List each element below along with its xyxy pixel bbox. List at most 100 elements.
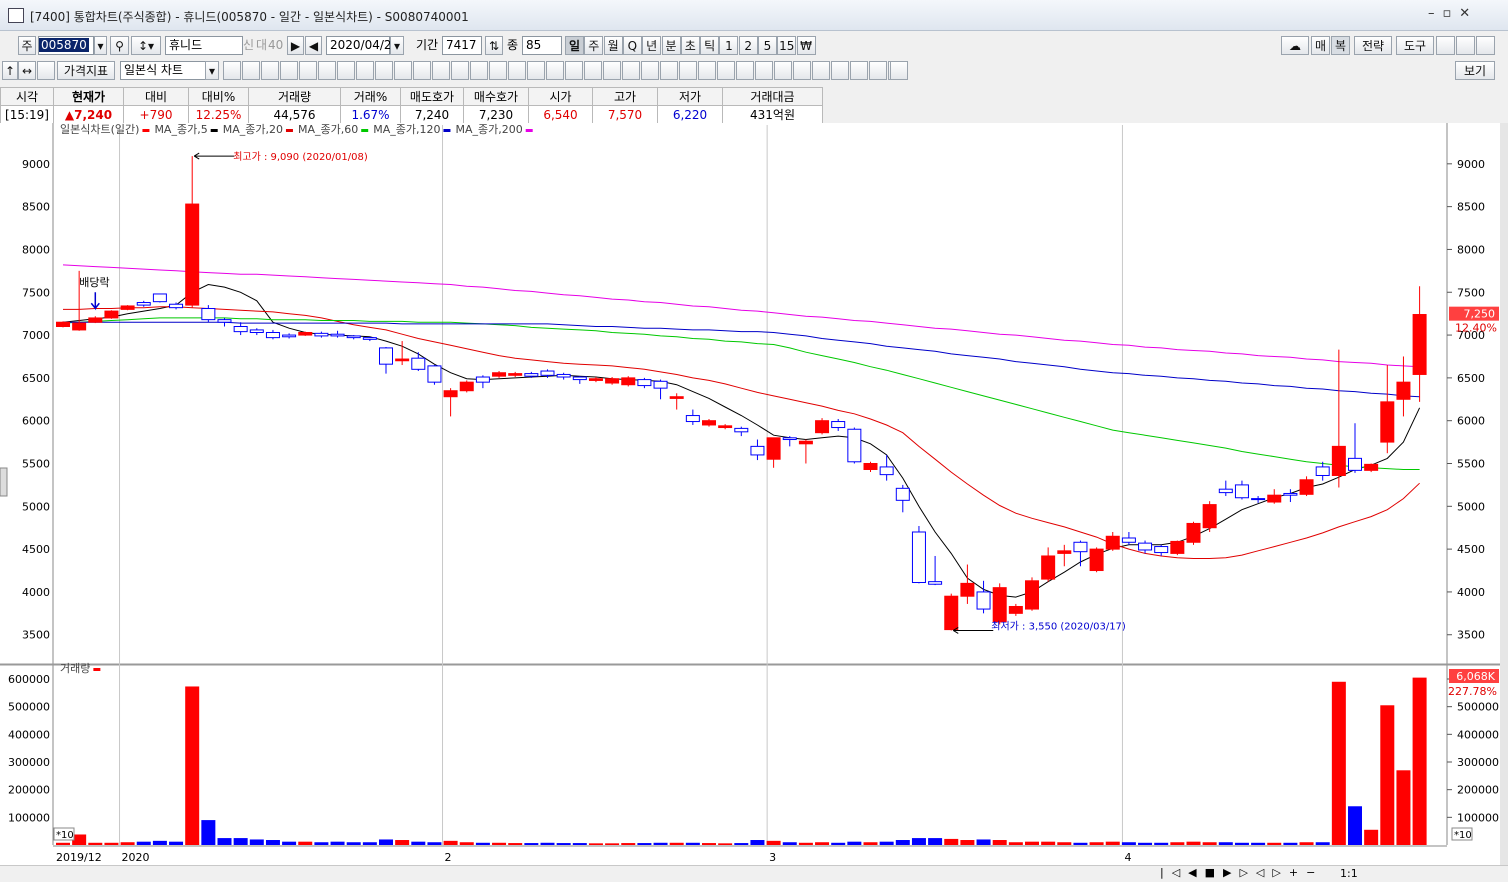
- interval-button[interactable]: 1: [719, 36, 739, 55]
- volume-bar: [1057, 842, 1072, 845]
- tool-button[interactable]: [318, 61, 336, 80]
- unit-box: [1451, 827, 1473, 841]
- candle-body: [1202, 504, 1217, 529]
- tool-button[interactable]: [223, 61, 241, 80]
- tool-button[interactable]: [432, 61, 450, 80]
- market-button[interactable]: 주: [18, 36, 36, 55]
- tool-button[interactable]: [698, 61, 716, 80]
- view-button[interactable]: 보기: [1455, 61, 1495, 80]
- code-input[interactable]: 005870: [39, 38, 89, 52]
- icon-button[interactable]: [1456, 36, 1475, 55]
- icon-button[interactable]: [37, 61, 55, 80]
- toolbar-button[interactable]: 매: [1311, 36, 1330, 55]
- y-tick-label: 5500: [1457, 457, 1485, 470]
- tool-button[interactable]: [831, 61, 849, 80]
- tool-button[interactable]: [451, 61, 469, 80]
- status-bar: 1:1 |◁◀■▶▷◁▷+−: [0, 865, 1508, 882]
- window-controls[interactable]: –▫✕: [1428, 6, 1479, 21]
- tool-button[interactable]: [717, 61, 735, 80]
- tool-button[interactable]: [508, 61, 526, 80]
- date-input[interactable]: 2020/04/28: [326, 36, 399, 55]
- tool-button[interactable]: [736, 61, 754, 80]
- interval-button[interactable]: 틱: [700, 36, 720, 55]
- volume-bar: [976, 839, 991, 845]
- prev-button[interactable]: ◀: [305, 36, 322, 55]
- nav-icons[interactable]: |◁◀■▶▷◁▷+−: [1160, 866, 1324, 879]
- candle-body: [605, 378, 620, 384]
- tool-button[interactable]: [660, 61, 678, 80]
- tool-button[interactable]: [584, 61, 602, 80]
- dropdown[interactable]: ▾: [205, 61, 219, 80]
- candle-body: [621, 377, 636, 386]
- y-tick-label: 5000: [1457, 500, 1485, 513]
- interval-button[interactable]: 15: [777, 36, 797, 55]
- tool-button[interactable]: [565, 61, 583, 80]
- tool-button[interactable]: [850, 61, 868, 80]
- interval-button[interactable]: 월: [603, 36, 623, 55]
- y-tick-label: 400000: [1457, 728, 1499, 741]
- tool-button[interactable]: [527, 61, 545, 80]
- interval-button[interactable]: 주: [584, 36, 604, 55]
- interval-button[interactable]: 년: [642, 36, 662, 55]
- tool-button[interactable]: [793, 61, 811, 80]
- tool-button[interactable]: [356, 61, 374, 80]
- toolbar-button[interactable]: 복: [1331, 36, 1350, 55]
- interval-button[interactable]: 5: [758, 36, 777, 55]
- interval-button[interactable]: ₩: [796, 36, 816, 55]
- candle-body: [1283, 492, 1298, 496]
- tool-button[interactable]: [622, 61, 640, 80]
- tool-button[interactable]: [280, 61, 298, 80]
- interval-button[interactable]: 초: [680, 36, 700, 55]
- toolbar-button[interactable]: 도구: [1396, 36, 1434, 55]
- interval-button[interactable]: 분: [661, 36, 681, 55]
- tool-button[interactable]: [890, 61, 908, 80]
- y-tick-label: 400000: [8, 728, 50, 741]
- tool-button[interactable]: [470, 61, 488, 80]
- tool-button[interactable]: [774, 61, 792, 80]
- next-button[interactable]: ▶: [287, 36, 304, 55]
- side-tab: [0, 467, 8, 497]
- cloud-button[interactable]: ☁: [1281, 36, 1309, 55]
- icon-button[interactable]: ↑: [2, 61, 18, 80]
- icon-button[interactable]: [1476, 36, 1495, 55]
- quote-header: 대비%: [188, 87, 249, 106]
- name-input[interactable]: 휴니드: [165, 36, 243, 55]
- tool-button[interactable]: [812, 61, 830, 80]
- toolbar-button[interactable]: 전략: [1354, 36, 1392, 55]
- tool-button[interactable]: [489, 61, 507, 80]
- zoom-label: 1:1: [1340, 867, 1358, 880]
- dropdown[interactable]: ▾: [94, 36, 107, 55]
- tool-button[interactable]: [261, 61, 279, 80]
- tool-button[interactable]: [755, 61, 773, 80]
- tool-button[interactable]: [679, 61, 697, 80]
- tool-button[interactable]: [603, 61, 621, 80]
- tool-button[interactable]: [375, 61, 393, 80]
- chart-type-select[interactable]: 일본식 차트: [120, 61, 206, 80]
- tool-button[interactable]: [546, 61, 564, 80]
- indicator-button[interactable]: 가격지표: [57, 61, 115, 80]
- change-marker: 12.40%: [1455, 322, 1497, 335]
- candle-body: [831, 421, 846, 429]
- tool-button[interactable]: [869, 61, 887, 80]
- period-input[interactable]: 7417: [442, 36, 482, 55]
- volume-bar: [1089, 842, 1104, 845]
- candle-body: [1234, 484, 1249, 499]
- icon-button[interactable]: [1436, 36, 1455, 55]
- dropdown[interactable]: ▾: [390, 36, 404, 55]
- sort-button[interactable]: ↕▾: [131, 36, 161, 55]
- scrollbar[interactable]: [1500, 123, 1508, 865]
- interval-button[interactable]: 일: [565, 36, 584, 55]
- count-input[interactable]: 85: [522, 36, 562, 55]
- interval-button[interactable]: 2: [738, 36, 758, 55]
- icon-button[interactable]: ↔: [18, 61, 36, 80]
- period-toggle[interactable]: ⇅: [485, 36, 503, 55]
- interval-button[interactable]: Q: [622, 36, 642, 55]
- tool-button[interactable]: [413, 61, 431, 80]
- tool-button[interactable]: [641, 61, 659, 80]
- tool-button[interactable]: [337, 61, 355, 80]
- tool-button[interactable]: [299, 61, 317, 80]
- search-button[interactable]: ⚲: [110, 36, 129, 55]
- tool-button[interactable]: [394, 61, 412, 80]
- candle-body: [346, 335, 361, 339]
- tool-button[interactable]: [242, 61, 260, 80]
